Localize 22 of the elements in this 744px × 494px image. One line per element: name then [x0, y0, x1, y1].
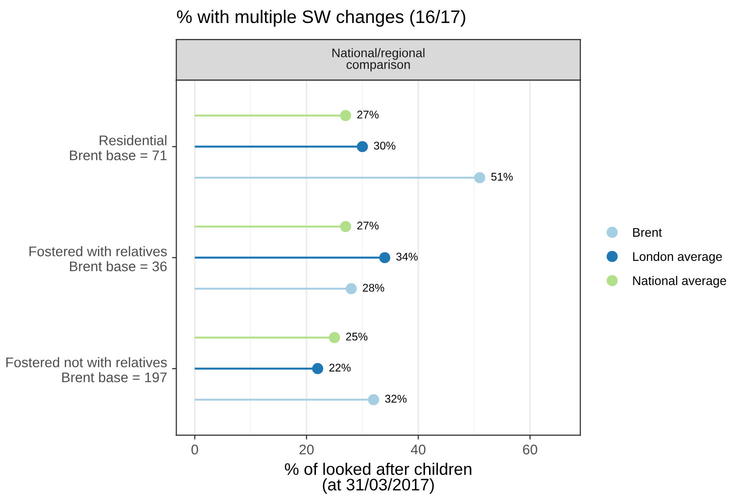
y-tick-label: Residential Brent base = 71 [70, 135, 167, 160]
data-label: 32% [385, 394, 407, 403]
x-tick-label: 0 [191, 444, 198, 454]
legend-label: London average [633, 252, 722, 264]
y-tick-label: Fostered with relatives Brent base = 36 [30, 246, 167, 272]
legend-label: National average [633, 276, 726, 288]
legend-label: Brent [633, 228, 662, 237]
x-tick-label: 60 [523, 444, 538, 454]
data-label: 34% [396, 252, 418, 261]
x-tick-label: 20 [299, 444, 314, 454]
data-label: 22% [329, 364, 351, 372]
data-label: 51% [491, 172, 513, 181]
chart-title: % with multiple SW changes (16/17) [176, 10, 466, 27]
data-label: 27% [357, 110, 379, 118]
data-label: 27% [357, 222, 379, 230]
chart-subtitle: National/regional comparison [332, 48, 424, 72]
x-tick-label: 40 [410, 444, 426, 454]
data-label: 28% [362, 284, 384, 292]
data-label: 25% [346, 332, 368, 341]
data-label: 30% [374, 142, 396, 150]
y-tick-label: Fostered not with relatives Brent base = 197 [6, 357, 167, 382]
x-axis-title: % of looked after children (at 31/03/2017) [284, 462, 472, 494]
